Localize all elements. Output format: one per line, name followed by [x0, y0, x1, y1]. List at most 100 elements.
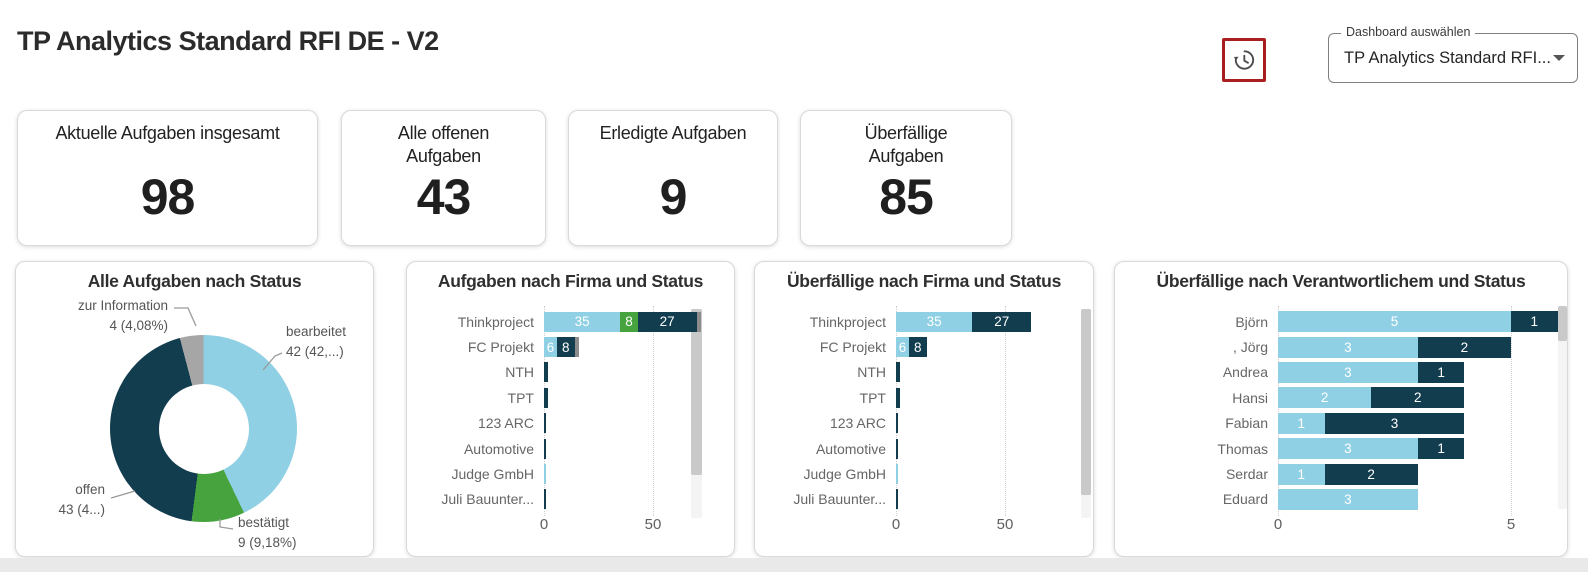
axis-gridline — [1278, 306, 1279, 516]
axis-gridline — [653, 306, 654, 516]
bar-segment-offen[interactable]: 3 — [1324, 412, 1465, 434]
category-label: Fabian — [1225, 415, 1268, 432]
bar-segment-offen[interactable]: 8 — [557, 337, 575, 358]
category-label: Thinkproject — [457, 313, 534, 330]
bar-row: Thinkproject 35 27 — [755, 309, 1093, 334]
category-label: Judge GmbH — [803, 466, 886, 483]
bar-segment-bearbeitet[interactable]: 2 — [1278, 387, 1372, 409]
kpi-card-ueberfaellige-aufgaben: Überfällige Aufgaben 85 — [800, 110, 1012, 246]
bar-row: Thomas 3 1 — [1115, 436, 1567, 461]
bar-segment-bearbeitet[interactable]: 5 — [1278, 311, 1511, 333]
bar-segment-bearbeitet[interactable]: 35 — [896, 311, 973, 332]
bar-segment-bestätigt[interactable]: 8 — [620, 311, 638, 332]
bar-segment-offen[interactable]: 1 — [1511, 311, 1558, 333]
stacked-bar: 35 27 — [896, 311, 1032, 332]
bar-segment-offen[interactable]: 1 — [1417, 438, 1465, 460]
bar-segment-offen[interactable] — [896, 362, 901, 383]
bar-row: NTH — [407, 360, 734, 385]
bar-segment-bearbeitet[interactable]: 35 — [544, 311, 621, 332]
bar-segment-zur-Information[interactable] — [696, 311, 701, 332]
bar-row: Andrea 3 1 — [1115, 360, 1567, 385]
kpi-card-erledigte-aufgaben: Erledigte Aufgaben 9 — [568, 110, 778, 246]
bar-segment-zur-Information[interactable] — [574, 337, 579, 358]
bar-segment-bearbeitet[interactable]: 3 — [1278, 438, 1418, 460]
stacked-bar — [896, 489, 899, 510]
bar-segment-bearbeitet[interactable] — [896, 464, 899, 485]
bar-segment-offen[interactable] — [544, 362, 549, 383]
category-label: Thinkproject — [809, 313, 886, 330]
chart-scrollbar[interactable] — [691, 309, 702, 518]
bar-segment-bearbeitet[interactable]: 6 — [896, 337, 910, 358]
stacked-bar — [896, 387, 901, 408]
stacked-bar — [544, 489, 547, 510]
bar-segment-offen[interactable] — [544, 438, 547, 459]
donut-chart[interactable] — [110, 335, 297, 522]
kpi-card-offene-aufgaben: Alle offenen Aufgaben 43 — [341, 110, 546, 246]
kpi-label: Alle offenen Aufgaben — [397, 123, 490, 166]
bar-segment-offen[interactable]: 27 — [972, 311, 1032, 332]
bar-segment-offen[interactable]: 1 — [1417, 361, 1465, 383]
scrollbar-thumb[interactable] — [1558, 306, 1567, 341]
chevron-down-icon — [1553, 55, 1565, 61]
history-button[interactable] — [1222, 38, 1266, 82]
category-label: Automotive — [463, 440, 534, 457]
chart-card-ueberfaellige-nach-firma-und-status: Überfällige nach Firma und Status 0 50 Thi… — [754, 261, 1094, 557]
bar-rows: Björn 5 1, Jörg 3 2 Andrea 3 1 Hansi 2 2 Fabian 1 3 Th… — [1115, 309, 1567, 512]
bar-segment-offen[interactable]: 27 — [637, 311, 697, 332]
stacked-bar — [896, 413, 899, 434]
bar-segment-bearbeitet[interactable]: 3 — [1278, 361, 1418, 383]
donut-label-zur-information: zur Information 4 (4,08%) — [77, 298, 168, 333]
axis-gridline — [896, 306, 897, 516]
bar-row: Juli Bauunter... — [755, 487, 1093, 512]
bar-segment-offen[interactable] — [544, 489, 547, 510]
donut-label-bestaetigt: bestätigt 9 (9,18%) — [238, 515, 297, 550]
bar-segment-offen[interactable] — [896, 438, 899, 459]
bar-segment-offen[interactable]: 8 — [909, 337, 927, 358]
kpi-value: 43 — [416, 169, 472, 225]
bar-row: 123 ARC — [407, 411, 734, 436]
category-label: Hansi — [1232, 389, 1268, 406]
bar-segment-offen[interactable] — [896, 413, 899, 434]
bar-segment-bearbeitet[interactable] — [544, 464, 547, 485]
bar-segment-bearbeitet[interactable]: 1 — [1278, 463, 1325, 485]
bar-segment-bearbeitet[interactable]: 3 — [1278, 336, 1418, 358]
bar-segment-offen[interactable]: 2 — [1417, 336, 1511, 358]
bar-segment-offen[interactable] — [544, 387, 549, 408]
bar-segment-offen[interactable]: 2 — [1324, 463, 1418, 485]
bar-segment-offen[interactable] — [896, 387, 901, 408]
bar-segment-bearbeitet[interactable]: 6 — [544, 337, 558, 358]
bar-segment-offen[interactable] — [544, 413, 547, 434]
chart-scrollbar[interactable] — [1558, 306, 1567, 509]
bar-row: 123 ARC — [755, 411, 1093, 436]
bar-row: Serdar 1 2 — [1115, 461, 1567, 486]
scrollbar-thumb[interactable] — [691, 309, 702, 475]
history-icon — [1233, 50, 1255, 70]
bar-segment-offen[interactable] — [896, 489, 899, 510]
bar-row: Judge GmbH — [755, 461, 1093, 486]
bar-segment-offen[interactable]: 2 — [1371, 387, 1465, 409]
dashboard-select[interactable]: Dashboard auswählen TP Analytics Standar… — [1328, 25, 1578, 83]
x-axis-tick-label: 50 — [996, 516, 1014, 533]
category-label: Thomas — [1217, 440, 1268, 457]
stacked-bar — [896, 362, 901, 383]
page-bottom-strip — [0, 558, 1588, 572]
scrollbar-thumb[interactable] — [1081, 309, 1091, 495]
chart-scrollbar[interactable] — [1081, 309, 1091, 518]
bar-row: NTH — [755, 360, 1093, 385]
x-axis-tick-label: 0 — [539, 516, 549, 533]
category-label: Judge GmbH — [451, 466, 534, 483]
category-label: 123 ARC — [829, 415, 886, 432]
stacked-bar — [544, 387, 549, 408]
stacked-bar — [896, 438, 899, 459]
bar-segment-bearbeitet[interactable]: 3 — [1278, 488, 1418, 510]
stacked-bar — [544, 438, 547, 459]
kpi-label: Überfällige Aufgaben — [864, 123, 948, 166]
chart-card-alle-aufgaben-nach-status: Alle Aufgaben nach Status zur Informatio… — [15, 261, 374, 557]
bar-row: Judge GmbH — [407, 461, 734, 486]
stacked-bar — [544, 413, 547, 434]
bar-segment-bearbeitet[interactable]: 1 — [1278, 412, 1325, 434]
